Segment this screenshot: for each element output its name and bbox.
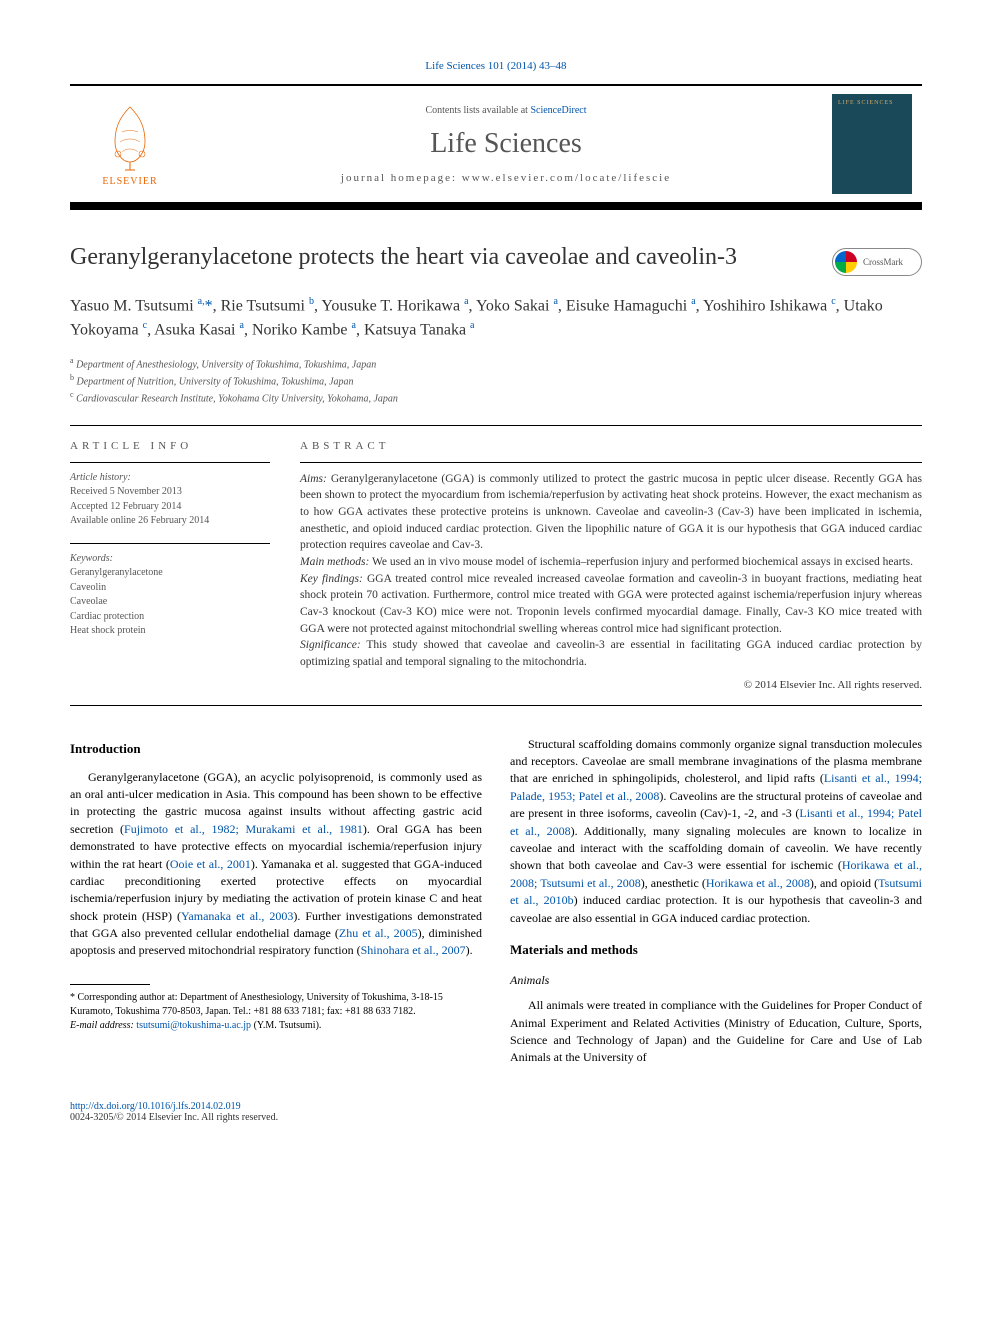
elsevier-logo-text: ELSEVIER (102, 176, 157, 187)
history-line: Received 5 November 2013 (70, 485, 270, 500)
intro-paragraph-2: Structural scaffolding domains commonly … (510, 736, 922, 927)
methods-label: Main methods: (300, 556, 369, 568)
abstract-text: Aims: Geranylgeranylacetone (GGA) is com… (300, 471, 922, 671)
findings-label: Key findings: (300, 573, 363, 585)
animals-subheading: Animals (510, 972, 922, 989)
journal-homepage: journal homepage: www.elsevier.com/locat… (190, 172, 822, 184)
keyword-item: Heat shock protein (70, 624, 270, 639)
materials-methods-heading: Materials and methods (510, 941, 922, 960)
keyword-item: Caveolin (70, 581, 270, 596)
info-divider (70, 462, 270, 463)
findings-text: GGA treated control mice revealed increa… (300, 573, 922, 635)
affiliation-item: b Department of Nutrition, University of… (70, 372, 922, 389)
contents-prefix: Contents lists available at (425, 105, 530, 116)
elsevier-tree-icon (100, 102, 160, 172)
affiliation-list: a Department of Anesthesiology, Universi… (70, 355, 922, 407)
history-line: Available online 26 February 2014 (70, 514, 270, 529)
article-history: Article history: Received 5 November 201… (70, 471, 270, 529)
citation-link[interactable]: Shinohara et al., 2007 (361, 943, 466, 957)
section-divider (70, 425, 922, 426)
issn-copyright: 0024-3205/© 2014 Elsevier Inc. All right… (70, 1112, 278, 1123)
abstract-copyright: © 2014 Elsevier Inc. All rights reserved… (300, 679, 922, 691)
aims-text: Geranylgeranylacetone (GGA) is commonly … (300, 473, 922, 552)
page-footer: http://dx.doi.org/10.1016/j.lfs.2014.02.… (70, 1101, 922, 1123)
history-label: Article history: (70, 471, 270, 486)
journal-cover-thumbnail (832, 94, 912, 194)
keyword-item: Geranylgeranylacetone (70, 566, 270, 581)
corresponding-author-note: * Corresponding author at: Department of… (70, 991, 482, 1019)
article-title: Geranylgeranylacetone protects the heart… (70, 244, 812, 271)
citation-link[interactable]: Ooie et al., 2001 (170, 857, 251, 871)
crossmark-badge[interactable]: CrossMark (832, 248, 922, 276)
keyword-item: Caveolae (70, 595, 270, 610)
left-column: Introduction Geranylgeranylacetone (GGA)… (70, 736, 482, 1069)
footnote-separator (70, 984, 150, 985)
info-divider (70, 543, 270, 544)
contents-line: Contents lists available at ScienceDirec… (190, 105, 822, 116)
citation-link[interactable]: Life Sciences 101 (2014) 43–48 (425, 60, 566, 72)
email-link[interactable]: tsutsumi@tokushima-u.ac.jp (136, 1020, 251, 1031)
journal-banner: ELSEVIER Contents lists available at Sci… (70, 84, 922, 204)
citation-link[interactable]: Yamanaka et al., 2003 (181, 909, 293, 923)
citation-link[interactable]: Zhu et al., 2005 (339, 926, 418, 940)
intro-paragraph: Geranylgeranylacetone (GGA), an acyclic … (70, 769, 482, 960)
affiliation-item: c Cardiovascular Research Institute, Yok… (70, 389, 922, 406)
section-divider (70, 705, 922, 706)
journal-name: Life Sciences (190, 128, 822, 160)
citation-link[interactable]: Fujimoto et al., 1982; Murakami et al., … (124, 822, 363, 836)
journal-citation: Life Sciences 101 (2014) 43–48 (70, 60, 922, 72)
history-line: Accepted 12 February 2014 (70, 500, 270, 515)
article-info-heading: article info (70, 440, 270, 452)
keyword-item: Cardiac protection (70, 610, 270, 625)
right-column: Structural scaffolding domains commonly … (510, 736, 922, 1069)
animals-paragraph: All animals were treated in compliance w… (510, 997, 922, 1067)
affiliation-item: a Department of Anesthesiology, Universi… (70, 355, 922, 372)
significance-label: Significance: (300, 639, 361, 651)
keywords-block: Keywords: GeranylgeranylacetoneCaveolinC… (70, 552, 270, 639)
email-line: E-mail address: tsutsumi@tokushima-u.ac.… (70, 1019, 482, 1033)
info-divider (300, 462, 922, 463)
crossmark-icon (835, 251, 857, 273)
citation-link[interactable]: Horikawa et al., 2008 (706, 876, 810, 890)
email-whom: (Y.M. Tsutsumi). (251, 1020, 321, 1031)
abstract-heading: abstract (300, 440, 922, 452)
sciencedirect-link[interactable]: ScienceDirect (530, 105, 586, 116)
significance-text: This study showed that caveolae and cave… (300, 639, 922, 668)
doi-link[interactable]: http://dx.doi.org/10.1016/j.lfs.2014.02.… (70, 1101, 241, 1112)
keywords-label: Keywords: (70, 552, 270, 567)
crossmark-label: CrossMark (863, 257, 903, 267)
footnotes: * Corresponding author at: Department of… (70, 991, 482, 1033)
author-list: Yasuo M. Tsutsumi a,*, Rie Tsutsumi b, Y… (70, 294, 922, 343)
elsevier-logo: ELSEVIER (80, 89, 180, 199)
email-label: E-mail address: (70, 1020, 136, 1031)
aims-label: Aims: (300, 473, 327, 485)
methods-text: We used an in vivo mouse model of ischem… (372, 556, 913, 568)
introduction-heading: Introduction (70, 740, 482, 759)
